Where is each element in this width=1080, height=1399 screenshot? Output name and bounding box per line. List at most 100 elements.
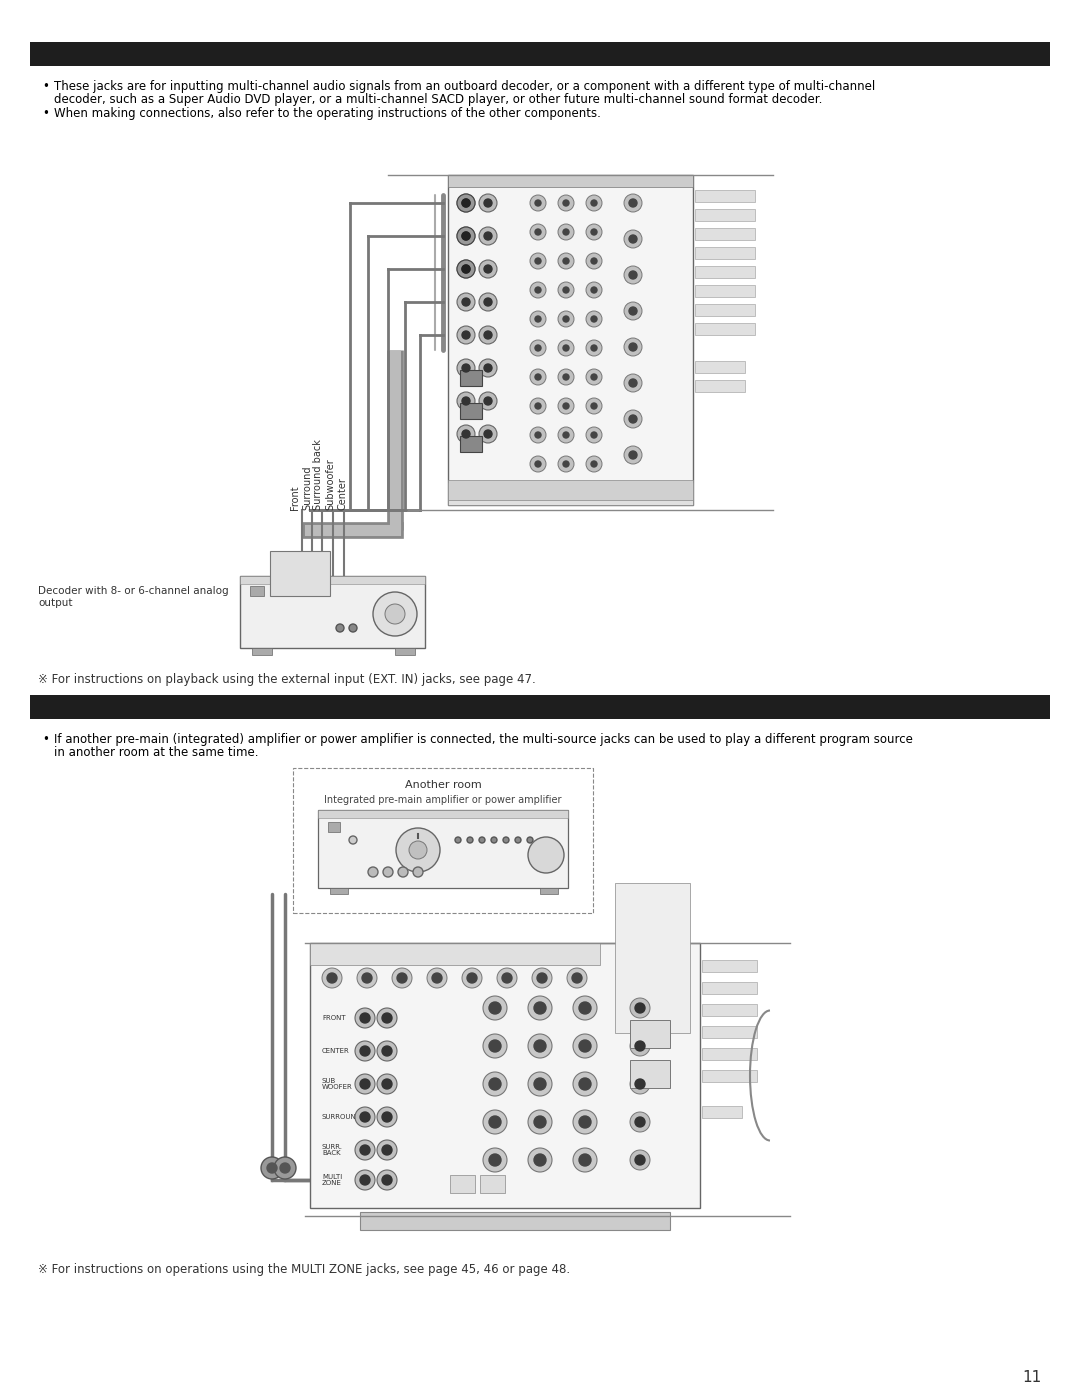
Circle shape [484,364,492,372]
Circle shape [624,446,642,464]
Bar [450,1175,475,1193]
Text: FRONT: FRONT [322,1016,346,1021]
Circle shape [483,1109,507,1135]
Circle shape [457,227,475,245]
Circle shape [360,1079,370,1088]
Circle shape [558,340,573,355]
Bar [702,982,757,995]
Circle shape [377,1107,397,1128]
Circle shape [397,972,407,983]
Circle shape [355,1107,375,1128]
Circle shape [635,1116,645,1128]
Circle shape [377,1041,397,1060]
Text: These jacks are for inputting multi-channel audio signals from an outboard decod: These jacks are for inputting multi-chan… [54,80,875,92]
Circle shape [586,369,602,385]
Circle shape [586,253,602,269]
Circle shape [480,326,497,344]
Circle shape [629,235,637,243]
Circle shape [484,332,492,339]
Circle shape [573,1072,597,1095]
Circle shape [530,456,546,471]
Circle shape [591,316,597,322]
Circle shape [530,311,546,327]
Bar [30,42,1050,66]
Circle shape [534,1116,546,1128]
Circle shape [427,968,447,988]
Circle shape [399,867,408,877]
Circle shape [457,360,475,376]
Circle shape [591,346,597,351]
Bar [252,648,272,655]
Circle shape [457,194,475,213]
Circle shape [503,837,509,844]
Circle shape [558,283,573,298]
Circle shape [373,592,417,637]
Circle shape [563,200,569,206]
Circle shape [579,1116,591,1128]
Circle shape [462,968,482,988]
Circle shape [462,232,470,241]
Circle shape [528,1149,552,1172]
Circle shape [563,229,569,235]
Circle shape [535,316,541,322]
Circle shape [483,1072,507,1095]
Bar [702,1025,757,1038]
Circle shape [635,1156,645,1165]
Text: SUB
WOOFER: SUB WOOFER [322,1079,353,1090]
Bar [318,810,568,888]
Circle shape [457,292,475,311]
Circle shape [377,1140,397,1160]
Circle shape [591,287,597,292]
Circle shape [457,194,475,213]
Circle shape [432,972,442,983]
Circle shape [563,432,569,438]
Circle shape [558,194,573,211]
Circle shape [586,397,602,414]
Circle shape [480,837,485,844]
Text: Connecting the MULTI ZONE jacks: Connecting the MULTI ZONE jacks [42,701,321,715]
Bar [630,1060,670,1088]
Bar [270,551,330,596]
Circle shape [515,837,521,844]
Bar [310,943,700,1207]
Bar [460,436,482,452]
Circle shape [382,1144,392,1156]
Circle shape [534,1039,546,1052]
Circle shape [629,379,637,388]
Circle shape [530,369,546,385]
Circle shape [530,194,546,211]
Bar [448,175,693,187]
Circle shape [535,462,541,467]
Circle shape [558,456,573,471]
Bar [293,768,593,914]
Circle shape [535,200,541,206]
Circle shape [336,624,345,632]
Circle shape [579,1039,591,1052]
Circle shape [528,1109,552,1135]
Circle shape [558,427,573,443]
Text: Center: Center [338,477,348,511]
Circle shape [360,1112,370,1122]
Text: 11: 11 [1023,1370,1042,1385]
Circle shape [489,1039,501,1052]
Bar [448,483,693,505]
Circle shape [586,427,602,443]
Bar [696,285,755,297]
Circle shape [491,837,497,844]
Circle shape [624,339,642,355]
Circle shape [563,257,569,264]
Circle shape [591,200,597,206]
Text: Connecting the external input (EXT. IN) jacks: Connecting the external input (EXT. IN) … [42,48,415,63]
Bar [448,175,693,505]
Circle shape [377,1009,397,1028]
Bar [702,1107,742,1118]
Circle shape [462,397,470,404]
Bar [460,369,482,386]
Circle shape [457,392,475,410]
Circle shape [413,867,423,877]
Text: •: • [42,80,49,92]
Circle shape [349,837,357,844]
Bar [318,810,568,818]
Circle shape [484,429,492,438]
Circle shape [629,306,637,315]
